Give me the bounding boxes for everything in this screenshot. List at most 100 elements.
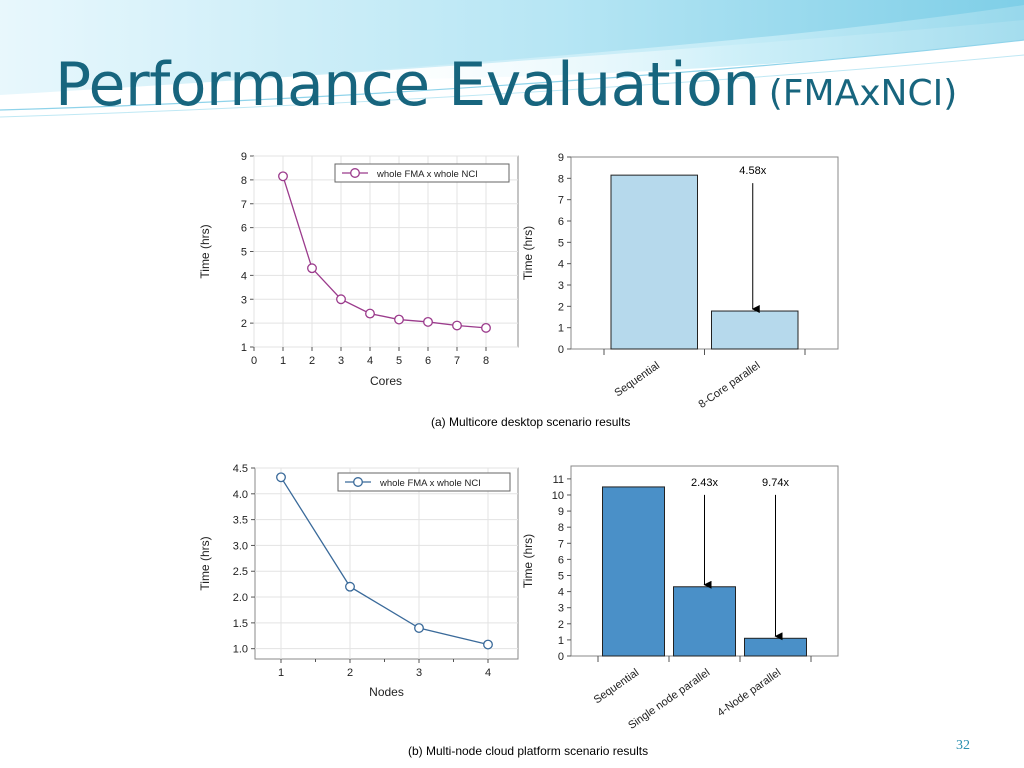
y-tick-label: 5 <box>241 247 247 259</box>
y-tick-label: 2 <box>241 318 247 330</box>
y-tick-label: 1 <box>241 342 247 354</box>
y-tick-label: 8 <box>241 175 247 187</box>
caption-a: (a) Multicore desktop scenario results <box>431 415 631 429</box>
data-point <box>278 171 288 182</box>
y-tick-label: 0 <box>558 344 564 356</box>
title-subtitle: (FMAxNCI) <box>768 73 958 114</box>
data-point <box>307 263 317 274</box>
y-tick-label: 5 <box>558 570 564 582</box>
x-tick-label: 1 <box>280 355 286 367</box>
y-tick-label: 3 <box>558 280 564 292</box>
x-tick-label: 4 <box>367 355 373 367</box>
data-point <box>483 639 493 650</box>
data-point <box>394 314 404 325</box>
x-tick-label: 8-Core parallel <box>696 360 762 411</box>
y-tick-label: 11 <box>553 474 564 486</box>
y-axis-label: Time (hrs) <box>198 536 212 590</box>
y-tick-label: 2 <box>558 301 564 313</box>
y-tick-label: 8 <box>558 173 564 185</box>
y-tick-label: 2 <box>558 619 564 631</box>
slide-title: Performance Evaluation (FMAxNCI) <box>55 50 957 120</box>
x-tick-label: 4 <box>485 667 491 679</box>
y-tick-label: 9 <box>558 152 564 164</box>
slide-number: 32 <box>956 738 970 753</box>
title-main: Performance Evaluation <box>55 50 760 120</box>
y-tick-label: 5 <box>558 237 564 249</box>
y-tick-label: 3.0 <box>233 540 248 552</box>
annotation-label: 2.43x <box>691 477 718 489</box>
header-swoosh <box>0 0 1024 118</box>
bar <box>711 310 799 350</box>
x-tick-label: Sequential <box>592 667 641 707</box>
y-tick-label: 3 <box>241 294 247 306</box>
y-tick-label: 6 <box>241 223 247 235</box>
legend-label: whole FMA x whole NCI <box>376 169 478 180</box>
data-point <box>336 294 346 305</box>
y-axis-label: Time (hrs) <box>198 224 212 278</box>
y-tick-label: 9 <box>558 506 564 518</box>
y-tick-label: 1 <box>558 635 564 647</box>
y-tick-label: 10 <box>552 490 564 502</box>
plot-frame <box>254 467 519 660</box>
y-tick-label: 2.5 <box>233 566 248 578</box>
y-tick-label: 9 <box>241 151 247 163</box>
bar <box>744 637 807 657</box>
y-tick-label: 3.5 <box>233 515 248 527</box>
chart-nodes-line: 1.0 1.5 2.0 2.5 3.0 3.5 4.0 4.5 1 2 3 4 Nodes Time (h… <box>198 463 519 699</box>
y-tick-label: 7 <box>558 195 564 207</box>
x-tick-label: 1 <box>278 667 284 679</box>
bar <box>610 174 698 350</box>
x-tick-label: 3 <box>416 667 422 679</box>
y-tick-label: 6 <box>558 554 564 566</box>
data-point <box>414 623 424 633</box>
x-tick-label: 7 <box>454 355 460 367</box>
bar <box>602 486 665 657</box>
y-tick-label: 2.0 <box>233 592 248 604</box>
data-point <box>345 581 355 592</box>
y-tick-label: 0 <box>558 651 564 663</box>
y-tick-label: 8 <box>558 522 564 534</box>
x-tick-label: 5 <box>396 355 402 367</box>
x-tick-label: 8 <box>483 355 489 367</box>
chart-multicore-bar: 0 1 2 3 4 5 6 7 8 9 Sequential 8-Core parallel Time … <box>521 152 839 411</box>
y-tick-label: 4 <box>241 270 247 282</box>
legend-marker <box>350 168 360 178</box>
y-axis-label: Time (hrs) <box>521 226 535 280</box>
x-tick-label: 2 <box>347 667 353 679</box>
y-tick-label: 4.0 <box>233 489 248 501</box>
y-tick-label: 1.5 <box>233 618 248 630</box>
y-tick-label: 4.5 <box>233 463 248 475</box>
x-tick-label: 0 <box>251 355 257 367</box>
y-tick-label: 4 <box>558 259 564 271</box>
y-tick-label: 4 <box>558 587 564 599</box>
series-line <box>280 476 489 646</box>
y-tick-label: 7 <box>558 538 564 550</box>
x-tick-label: 2 <box>309 355 315 367</box>
legend-marker <box>353 477 363 487</box>
x-tick-label: Sequential <box>612 360 661 400</box>
data-point <box>365 308 375 319</box>
y-tick-label: 1.0 <box>233 644 248 656</box>
data-point <box>481 322 491 333</box>
x-tick-label: 4-Node parallel <box>715 667 783 720</box>
data-point <box>276 472 286 483</box>
y-tick-label: 3 <box>558 603 564 615</box>
data-point <box>423 316 433 327</box>
x-axis-label: Cores <box>370 374 402 388</box>
annotation-label: 4.58x <box>739 165 766 177</box>
x-tick-label: 3 <box>338 355 344 367</box>
legend-label: whole FMA x whole NCI <box>379 478 481 489</box>
y-axis-label: Time (hrs) <box>521 534 535 588</box>
annotation-label: 9.74x <box>762 477 789 489</box>
y-tick-label: 6 <box>558 216 564 228</box>
x-tick-label: 6 <box>425 355 431 367</box>
caption-b: (b) Multi-node cloud platform scenario r… <box>408 744 649 758</box>
legend-box <box>334 163 510 183</box>
bar <box>673 586 736 657</box>
x-axis-label: Nodes <box>369 685 404 699</box>
legend-box <box>337 472 511 492</box>
y-tick-label: 1 <box>558 323 564 335</box>
